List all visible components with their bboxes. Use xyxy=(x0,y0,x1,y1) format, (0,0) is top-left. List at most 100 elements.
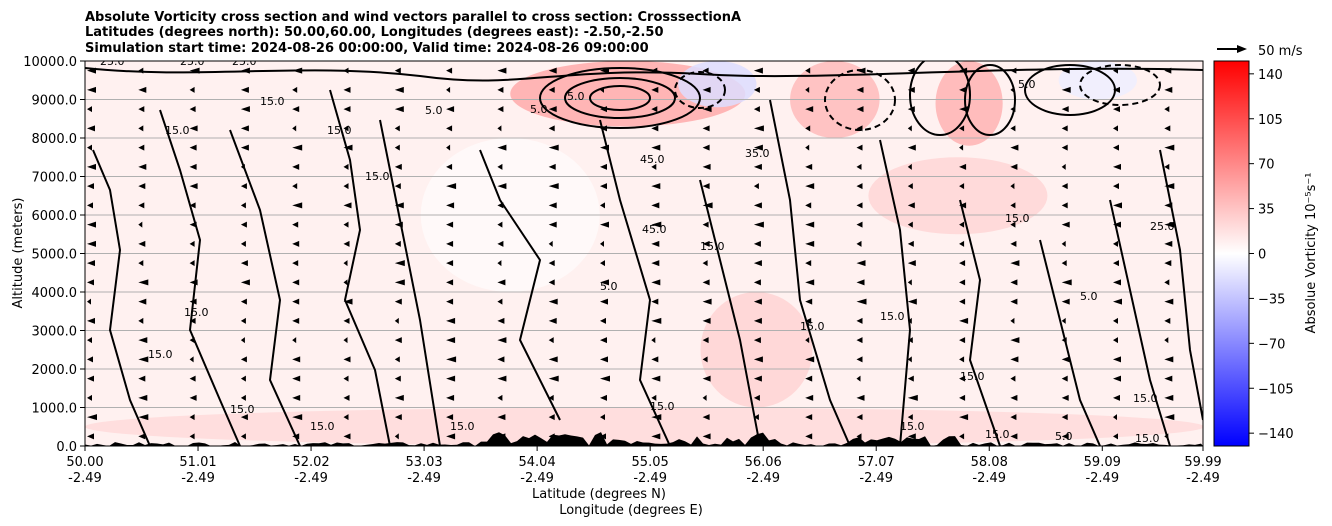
wind-vector-383 xyxy=(548,106,557,113)
wind-vector-121 xyxy=(651,337,656,344)
wind-vector-319 xyxy=(651,163,657,170)
wind-vector-64 xyxy=(1113,394,1120,401)
wind-vector-179 xyxy=(240,279,250,286)
contour-label-30: 15.0 xyxy=(450,420,475,433)
wind-vector-147 xyxy=(856,317,863,324)
wind-vector-396 xyxy=(87,86,96,93)
contour-ring-4 xyxy=(964,64,1016,136)
terrain xyxy=(85,432,1203,446)
wind-vector-50 xyxy=(394,394,404,401)
wind-vector-176 xyxy=(87,279,94,286)
wind-vector-91 xyxy=(240,356,247,363)
wind-vector-257 xyxy=(856,221,863,228)
wind-vector-180 xyxy=(292,279,300,286)
wind-vector-258 xyxy=(907,221,913,228)
wind-vector-100 xyxy=(702,356,708,363)
wind-vector-309 xyxy=(138,163,147,170)
wind-vector-233 xyxy=(753,240,761,247)
wind-vector-58 xyxy=(805,394,814,401)
contour-ring-3 xyxy=(909,61,971,136)
contour-label-14: 15.0 xyxy=(184,306,209,319)
wind-vector-380 xyxy=(394,106,404,113)
wind-vector-431 xyxy=(753,67,763,74)
wind-vector-129 xyxy=(1061,337,1067,344)
wind-vector-23 xyxy=(138,414,149,421)
contour-line-5 xyxy=(479,149,561,421)
wind-vector-201 xyxy=(240,260,248,267)
contour-line-7 xyxy=(699,179,761,446)
wind-vector-326 xyxy=(1010,163,1018,170)
wind-vector-372 xyxy=(1113,125,1118,132)
wind-vector-345 xyxy=(856,144,863,151)
wind-vector-400 xyxy=(292,86,298,93)
wind-vector-66 xyxy=(87,375,94,382)
x-tick-lon-0: -2.49 xyxy=(68,471,102,486)
wind-vector-245 xyxy=(240,221,247,228)
wind-vector-300 xyxy=(805,183,815,190)
wind-vector-45 xyxy=(138,394,148,401)
x-tick-lon-8: -2.49 xyxy=(972,471,1006,486)
wind-vector-262 xyxy=(1113,221,1121,228)
wind-vector-332 xyxy=(189,144,197,151)
wind-vector-298 xyxy=(702,183,710,190)
wind-vector-110 xyxy=(87,337,92,344)
wind-vector-312 xyxy=(292,163,300,170)
wind-vector-20 xyxy=(1113,433,1118,440)
wind-vector-33 xyxy=(651,414,662,421)
wind-vector-126 xyxy=(907,337,913,344)
wind-vector-84 xyxy=(1010,375,1016,382)
wind-vector-353 xyxy=(138,125,144,132)
wind-vector-405 xyxy=(548,86,555,93)
contour-label-12: 15.0 xyxy=(1005,212,1030,225)
wind-vector-305 xyxy=(1061,183,1068,190)
wind-vector-57 xyxy=(753,394,760,401)
wind-vector-14 xyxy=(805,433,813,440)
wind-vector-177 xyxy=(138,279,149,286)
wind-vector-207 xyxy=(548,260,555,267)
wind-vector-17 xyxy=(959,433,965,440)
wind-vector-125 xyxy=(856,337,863,344)
contour-line-1 xyxy=(159,109,241,446)
wind-vector-104 xyxy=(907,356,912,363)
wind-vector-280 xyxy=(907,202,915,209)
wind-vector-240 xyxy=(1113,240,1118,247)
wind-vector-384 xyxy=(600,106,607,113)
wind-vector-260 xyxy=(1010,221,1016,228)
wind-vector-40 xyxy=(1010,414,1017,421)
wind-vector-12 xyxy=(702,433,711,440)
wind-vector-290 xyxy=(292,183,298,190)
wind-vector-435 xyxy=(959,67,968,74)
wind-vector-81 xyxy=(856,375,861,382)
wind-vector-82 xyxy=(907,375,914,382)
wind-vector-281 xyxy=(959,202,967,209)
wind-vector-188 xyxy=(702,279,710,286)
contour-label-16: 15.0 xyxy=(230,403,255,416)
wind-vector-375 xyxy=(138,106,145,113)
wind-vector-24 xyxy=(189,414,195,421)
wind-vector-65 xyxy=(1164,394,1174,401)
wind-vector-322 xyxy=(805,163,813,170)
wind-vector-18 xyxy=(1010,433,1018,440)
wind-vector-277 xyxy=(753,202,762,209)
chart-title-line-1: Absolute Vorticity cross section and win… xyxy=(85,10,741,25)
wind-vector-268 xyxy=(292,202,303,209)
wind-vector-318 xyxy=(600,163,607,170)
x-tick-lon-5: -2.49 xyxy=(633,471,667,486)
wind-vector-327 xyxy=(1061,163,1066,170)
x-tick-lon-3: -2.49 xyxy=(407,471,441,486)
contour-line-0 xyxy=(92,149,151,446)
contour-label-4: 15.0 xyxy=(327,124,352,137)
contour-label-21: 15.0 xyxy=(365,170,390,183)
wind-vector-399 xyxy=(240,86,249,93)
wind-vector-279 xyxy=(856,202,863,209)
wind-vector-158 xyxy=(292,298,300,305)
contour-line-10 xyxy=(959,199,1001,446)
wind-vector-406 xyxy=(600,86,604,93)
x-tick-lat-1: 51.01 xyxy=(179,455,216,470)
wind-vector-101 xyxy=(753,356,763,363)
wind-vector-187 xyxy=(651,279,661,286)
wind-vector-43 xyxy=(1164,414,1175,421)
wind-vector-135 xyxy=(240,317,246,324)
wind-vector-196 xyxy=(1113,279,1121,286)
wind-vector-228 xyxy=(497,240,504,247)
